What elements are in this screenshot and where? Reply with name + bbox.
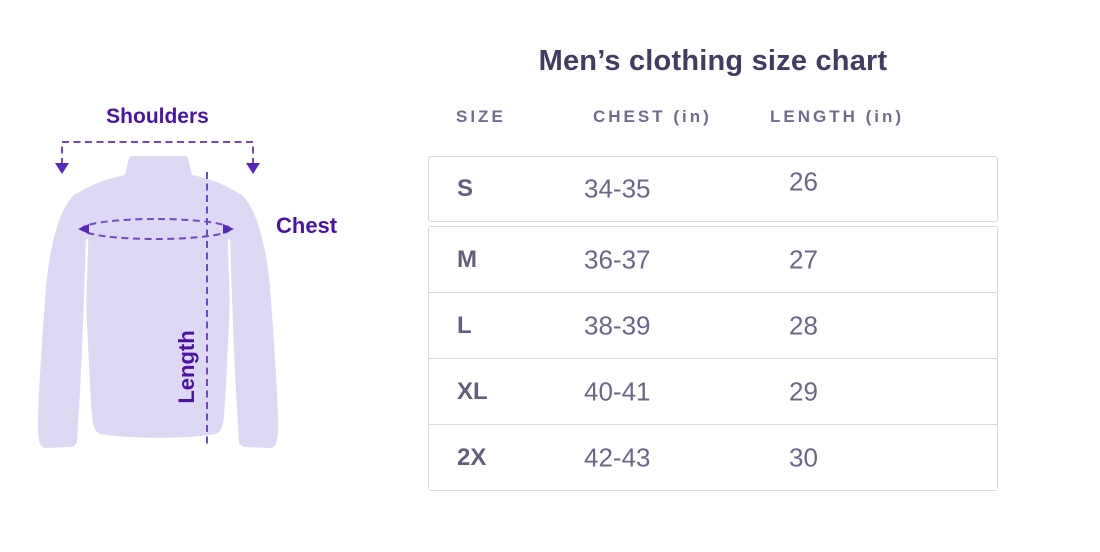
chest-label: Chest	[276, 213, 338, 238]
shirt-left-seam	[76, 238, 89, 447]
size-value: XL	[457, 377, 488, 405]
length-value: 27	[789, 244, 818, 274]
table-row-2x: 2X 42-43 30	[429, 425, 997, 490]
table-row-xl: XL 40-41 29	[429, 359, 997, 425]
shoulders-right-arrow-icon	[246, 163, 260, 174]
chest-value: 36-37	[584, 244, 651, 274]
length-value: 29	[789, 376, 818, 406]
column-header-chest: CHEST (in)	[593, 107, 712, 126]
chest-value: 38-39	[584, 310, 651, 340]
table-body: S 34-35 26 M 36-37 27 L 38-39 28 XL 40-4…	[428, 156, 998, 491]
chest-left-arrow-icon	[78, 224, 89, 234]
shoulders-measure-line	[61, 141, 254, 165]
table-row-s: S 34-35 26	[428, 156, 998, 222]
chest-value: 34-35	[584, 173, 651, 204]
length-value: 28	[789, 310, 818, 340]
column-header-size: SIZE	[456, 107, 506, 126]
shoulders-left-arrow-icon	[55, 163, 69, 174]
table-row-l: L 38-39 28	[429, 293, 997, 359]
column-header-length: LENGTH (in)	[770, 107, 905, 126]
shirt-illustration	[38, 141, 278, 448]
size-value: L	[457, 311, 472, 339]
shirt-left-sleeve	[38, 193, 89, 448]
length-label: Length	[174, 330, 199, 404]
table-header-row: SIZE CHEST (in) LENGTH (in)	[428, 107, 998, 129]
chest-value: 40-41	[584, 376, 651, 406]
size-value: 2X	[457, 443, 487, 471]
length-value: 26	[789, 166, 818, 197]
size-value: M	[457, 245, 477, 273]
size-value: S	[457, 175, 474, 202]
page-title: Men’s clothing size chart	[538, 45, 888, 77]
table-row-m: M 36-37 27	[429, 227, 997, 293]
shirt-right-seam	[227, 238, 240, 447]
chest-right-arrow-icon	[223, 224, 234, 234]
chest-value: 42-43	[584, 442, 651, 472]
shirt-right-sleeve	[227, 193, 278, 448]
shirt-measurement-diagram: Shoulders Chest Length	[30, 95, 365, 465]
shoulders-label: Shoulders	[106, 105, 209, 128]
length-value: 30	[789, 442, 818, 472]
shirt-torso	[74, 156, 242, 438]
table-row-group: M 36-37 27 L 38-39 28 XL 40-41 29 2X 42-…	[428, 226, 998, 491]
